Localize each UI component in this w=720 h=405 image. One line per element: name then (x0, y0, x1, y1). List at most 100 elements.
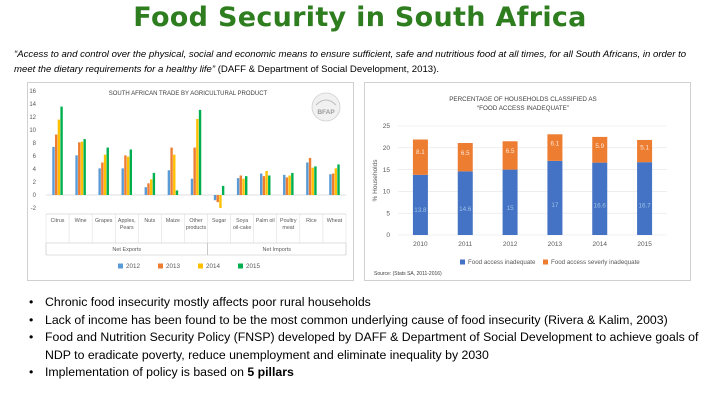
trade-category-label: Grapes (95, 218, 113, 224)
trade-bar-2015 (152, 172, 156, 195)
bullet-text: Chronic food insecurity mostly affects p… (45, 295, 371, 309)
access-ytick-label: 15 (383, 167, 391, 174)
access-data-label: 8.1 (416, 149, 425, 156)
access-bar-inadequate (637, 162, 653, 235)
trade-ytick-label: 10 (29, 128, 36, 134)
access-ylabel: % Households (372, 159, 379, 202)
trade-ytick-label: 6 (33, 154, 37, 160)
trade-bar-2012 (121, 168, 124, 195)
trade-bar-2015 (268, 175, 271, 195)
trade-bar-2015 (175, 190, 179, 195)
bullet-text: Lack of income has been found to be the … (45, 312, 668, 327)
trade-bar-2013 (78, 142, 81, 195)
trade-chart-title: SOUTH AFRICAN TRADE BY AGRICULTURAL PROD… (109, 91, 268, 97)
access-legend-swatch (543, 259, 548, 265)
trade-ytick-label: 8 (33, 141, 37, 147)
trade-bar-2015 (198, 109, 202, 195)
access-data-label: 6.1 (551, 141, 560, 148)
trade-bar-2014 (149, 179, 153, 195)
trade-ytick-label: 0 (33, 193, 37, 199)
trade-ytick-label: -2 (31, 206, 37, 212)
trade-bar-2012 (236, 178, 240, 195)
trade-bar-2014 (219, 195, 222, 208)
trade-bar-2012 (329, 174, 332, 195)
trade-bar-2014 (196, 118, 199, 195)
logo-text: BFAP (317, 109, 335, 116)
trade-bar-2015 (291, 172, 294, 195)
bullet-text: Food and Nutrition Security Policy (FNSP… (45, 330, 699, 362)
trade-bar-2015 (221, 185, 225, 195)
trade-category-label: Wine (75, 218, 87, 224)
trade-bar-2012 (167, 170, 171, 195)
access-bar-severe (547, 134, 563, 161)
access-category-label: 2012 (503, 241, 518, 248)
access-legend-label: Food access severly inadequate (551, 259, 640, 266)
access-data-label: 14.6 (459, 206, 472, 213)
access-bar-severe (502, 141, 518, 170)
logo-badge (311, 92, 341, 122)
bullet-list: Chronic food insecurity mostly affects p… (27, 294, 707, 382)
trade-chart-panel: SOUTH AFRICAN TRADE BY AGRICULTURAL PROD… (19, 82, 354, 281)
trade-bar-2013 (331, 173, 335, 195)
access-legend-swatch (460, 259, 465, 265)
trade-bar-2014 (334, 168, 338, 195)
logo-arc (315, 99, 337, 106)
trade-ytick-label: 2 (33, 180, 37, 186)
access-bar-inadequate (547, 160, 563, 235)
trade-bar-2014 (80, 141, 84, 195)
trade-bar-2012 (190, 178, 194, 195)
access-data-label: 13.8 (414, 207, 427, 214)
trade-bar-2013 (216, 195, 219, 203)
access-category-label: 2014 (593, 241, 608, 248)
access-chart-title: PERCENTAGE OF HOUSEHOLDS CLASSIFIED AS (449, 96, 597, 103)
food-access-chart: PERCENTAGE OF HOUSEHOLDS CLASSIFIED AS “F… (372, 96, 667, 277)
trade-bar-2012 (75, 155, 78, 195)
bfap-logo: BFAP (311, 92, 341, 122)
access-bar-severe (637, 139, 653, 163)
page-title: Food Security in South Africa (133, 2, 587, 33)
trade-bar-2015 (245, 176, 248, 195)
access-data-label: 15 (507, 205, 515, 212)
trade-group-label: Net Exports (112, 247, 141, 253)
trade-legend-swatch (158, 263, 163, 269)
trade-category-label: Palm oil (256, 218, 275, 224)
access-bar-severe (457, 143, 473, 172)
access-data-label: 5.1 (640, 145, 649, 152)
trade-ytick-label: 14 (29, 102, 36, 108)
trade-bar-2014 (126, 156, 130, 195)
trade-bar-2012 (259, 173, 263, 195)
access-category-label: 2013 (548, 241, 563, 248)
trade-bar-2015 (129, 149, 133, 195)
trade-category-label: Poultry meat (280, 218, 297, 231)
trade-bar-2014 (288, 175, 291, 195)
trade-bar-2014 (173, 154, 176, 195)
trade-category-label: Wheat (327, 218, 343, 224)
trade-bar-2014 (311, 167, 314, 195)
definition-quote: “Access to and control over the physical… (14, 47, 708, 77)
trade-bar-2015 (60, 106, 63, 195)
trade-category-label: Nuts (144, 218, 155, 224)
trade-bar-2012 (144, 187, 147, 195)
trade-bar-2013 (308, 157, 312, 195)
trade-bar-2013 (54, 134, 58, 195)
trade-bar-2013 (124, 155, 127, 195)
trade-category-label: Rice (306, 218, 317, 224)
access-ytick-label: 5 (386, 210, 390, 217)
trade-bar-2012 (52, 146, 55, 195)
access-data-label: 17 (551, 202, 559, 209)
access-data-label: 16.6 (594, 202, 607, 209)
access-bar-inadequate (457, 171, 473, 235)
access-bar-inadequate (412, 174, 428, 235)
trade-group-label: Net Imports (263, 247, 292, 253)
bullet-item: Implementation of policy is based on 5 p… (27, 364, 707, 382)
access-ytick-label: 10 (383, 189, 391, 196)
trade-bar-2014 (57, 119, 61, 195)
trade-bar-2014 (242, 178, 245, 195)
trade-bar-2015 (314, 166, 317, 195)
trade-ytick-label: 12 (29, 115, 36, 121)
trade-bar-2013 (170, 147, 173, 195)
access-data-label: 16.7 (638, 202, 651, 209)
trade-category-label: Citrus (51, 218, 65, 224)
quote-text: “Access to and control over the physical… (14, 49, 687, 75)
bullet-text: Implementation of policy is based on (45, 365, 248, 380)
